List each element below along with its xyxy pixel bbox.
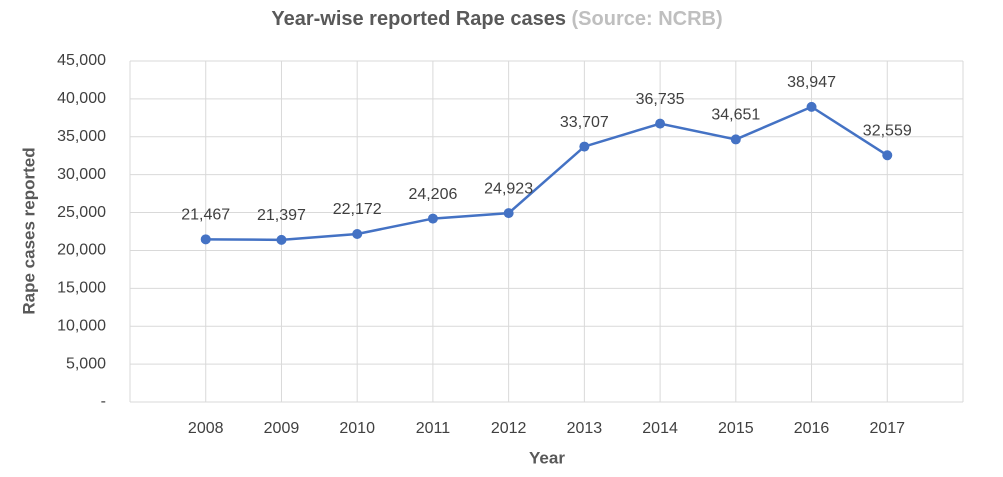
y-axis-title: Rape cases reported <box>19 147 38 314</box>
data-label: 33,707 <box>560 114 609 131</box>
data-label: 32,559 <box>863 122 912 139</box>
point <box>276 234 287 245</box>
point <box>427 213 438 224</box>
x-tick-label: 2012 <box>491 420 527 437</box>
point <box>882 150 893 161</box>
data-label: 21,397 <box>257 207 306 224</box>
x-axis-title: Year <box>529 448 565 467</box>
x-tick-label: 2011 <box>416 420 451 437</box>
series-line <box>205 105 888 242</box>
data-label: 36,735 <box>636 91 685 108</box>
y-tick-label: 30,000 <box>57 166 106 183</box>
point <box>730 134 741 145</box>
data-label: 24,923 <box>484 180 533 197</box>
x-tick-label: 2013 <box>567 420 603 437</box>
data-label: 34,651 <box>711 107 760 124</box>
data-label: 21,467 <box>181 207 230 224</box>
data-label: 24,206 <box>408 186 457 203</box>
y-tick-label: 20,000 <box>57 242 106 259</box>
x-tick-label: 2015 <box>718 420 754 437</box>
point <box>806 101 817 112</box>
y-tick-label: 25,000 <box>57 204 106 221</box>
data-label: 38,947 <box>787 74 836 91</box>
chart-title: Year-wise reported Rape cases <box>271 8 566 30</box>
y-tick-label: 45,000 <box>57 52 106 69</box>
point <box>503 208 514 219</box>
chart-title-line: Year-wise reported Rape cases (Source: N… <box>271 8 722 30</box>
data-label: 22,172 <box>333 201 382 218</box>
point <box>200 234 211 245</box>
y-tick-label: 40,000 <box>57 90 106 107</box>
x-tick-label: 2010 <box>339 420 375 437</box>
x-tick-label: 2009 <box>264 420 300 437</box>
x-tick-label: 2017 <box>869 420 905 437</box>
y-tick-label: 10,000 <box>57 317 106 334</box>
x-tick-label: 2014 <box>642 420 678 437</box>
chart-source: (Source: NCRB) <box>572 8 723 30</box>
x-tick-label: 2016 <box>794 420 830 437</box>
point <box>352 228 363 239</box>
y-tick-label: 5,000 <box>66 355 106 372</box>
y-tick-label: 35,000 <box>57 128 106 145</box>
point <box>579 141 590 152</box>
y-tick-label: 15,000 <box>57 280 106 297</box>
point <box>655 118 666 129</box>
x-tick-label: 2008 <box>188 420 224 437</box>
y-tick-label: - <box>101 393 106 410</box>
